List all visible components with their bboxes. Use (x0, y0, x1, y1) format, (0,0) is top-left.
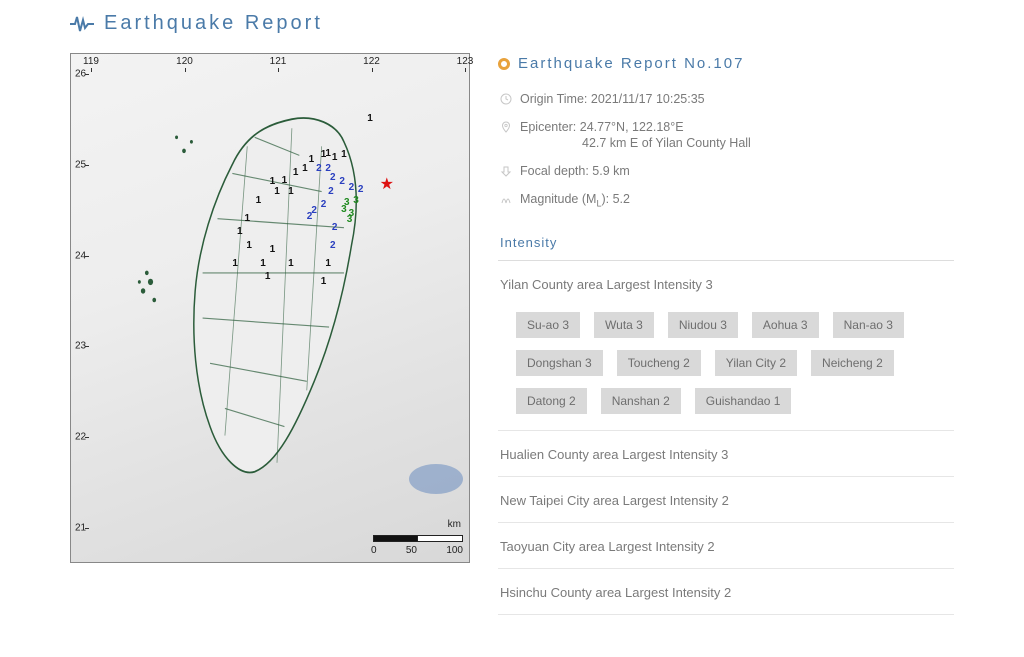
magnitude-row: Magnitude (ML): 5.2 (498, 192, 954, 209)
intensity-point: 2 (332, 223, 338, 233)
map-inner: ★333332222222222221111111111111111111111… (91, 74, 463, 526)
magnitude-text: Magnitude (ML): 5.2 (520, 192, 630, 209)
scale-label: 50 (406, 545, 417, 556)
report-title-row: Earthquake Report No.107 (498, 55, 954, 72)
lon-label: 120 (176, 56, 193, 67)
focal-depth-text: Focal depth: 5.9 km (520, 164, 630, 178)
intensity-point: 2 (330, 241, 336, 251)
cwb-logo (409, 464, 463, 494)
seismic-wave-icon (70, 14, 94, 34)
region-row[interactable]: Yilan County area Largest Intensity 3 (498, 261, 954, 306)
main-content: 119120121122123 262524232221 (70, 53, 954, 615)
epicenter-text: Epicenter: 24.77°N, 122.18°E 42.7 km E o… (520, 120, 751, 150)
scale-label: 0 (371, 545, 377, 556)
region-row[interactable]: Hsinchu County area Largest Intensity 2 (498, 569, 954, 615)
pin-icon (500, 121, 512, 133)
intensity-chip[interactable]: Guishandao 1 (695, 388, 792, 414)
report-panel: Earthquake Report No.107 Origin Time: 20… (498, 53, 954, 615)
intensity-point: 1 (332, 153, 338, 163)
region-row[interactable]: New Taipei City area Largest Intensity 2 (498, 477, 954, 523)
scale-bar: km 0 50 100 (371, 519, 463, 556)
intensity-chip[interactable]: Wuta 3 (594, 312, 654, 338)
intensity-point: 2 (349, 183, 355, 193)
intensity-point: 1 (274, 187, 280, 197)
intensity-point: 1 (302, 164, 308, 174)
intensity-point: 1 (246, 241, 252, 251)
scale-unit: km (371, 519, 463, 530)
intensity-point: 3 (347, 215, 353, 225)
report-title: Earthquake Report No.107 (518, 55, 744, 72)
map-panel: 119120121122123 262524232221 (70, 53, 470, 615)
region-row[interactable]: Hualien County area Largest Intensity 3 (498, 431, 954, 477)
intensity-chip[interactable]: Dongshan 3 (516, 350, 603, 376)
intensity-point: 1 (265, 272, 271, 282)
intensity-point: 1 (325, 149, 331, 159)
intensity-chip[interactable]: Toucheng 2 (617, 350, 701, 376)
scale-label: 100 (446, 545, 463, 556)
intensity-point: 1 (270, 177, 276, 187)
intensity-point: 1 (256, 196, 262, 206)
intensity-point: 2 (325, 164, 331, 174)
intensity-chip[interactable]: Neicheng 2 (811, 350, 894, 376)
lon-label: 121 (270, 56, 287, 67)
intensity-point: 2 (307, 212, 313, 222)
intensity-chip[interactable]: Niudou 3 (668, 312, 738, 338)
focal-depth-row: Focal depth: 5.9 km (498, 164, 954, 178)
page-title: Earthquake Report (104, 12, 323, 35)
intensity-point: 2 (321, 200, 327, 210)
intensity-point: 3 (341, 205, 347, 215)
bullet-icon (498, 58, 510, 70)
map-frame: 119120121122123 262524232221 (70, 53, 470, 563)
intensity-point: 2 (358, 185, 364, 195)
intensity-point: 1 (244, 214, 250, 224)
origin-time-text: Origin Time: 2021/11/17 10:25:35 (520, 92, 705, 106)
lon-label: 122 (363, 56, 380, 67)
intensity-point: 1 (282, 176, 288, 186)
intensity-point: 2 (330, 173, 336, 183)
lon-label: 123 (457, 56, 474, 67)
region-row[interactable]: Taoyuan City area Largest Intensity 2 (498, 523, 954, 569)
intensity-point: 2 (316, 164, 322, 174)
intensity-point: 1 (367, 114, 373, 124)
intensity-point: 1 (288, 259, 294, 269)
intensity-point: 2 (328, 187, 334, 197)
intensity-point: 1 (309, 155, 315, 165)
taiwan-outline (91, 74, 463, 526)
intensity-chip[interactable]: Datong 2 (516, 388, 587, 414)
intensity-point: 1 (325, 259, 331, 269)
depth-icon (500, 165, 512, 177)
clock-icon (500, 93, 512, 105)
intensity-point: 2 (339, 177, 345, 187)
page-header: Earthquake Report (70, 12, 954, 35)
intensity-header: Intensity (500, 235, 954, 250)
intensity-point: 1 (341, 150, 347, 160)
intensity-point: 1 (260, 259, 266, 269)
epicenter-star: ★ (380, 177, 394, 193)
intensity-chip[interactable]: Yilan City 2 (715, 350, 797, 376)
origin-time-row: Origin Time: 2021/11/17 10:25:35 (498, 92, 954, 106)
magnitude-icon (500, 193, 512, 205)
intensity-chips: Su-ao 3 Wuta 3 Niudou 3 Aohua 3 Nan-ao 3 Dong… (498, 306, 954, 431)
intensity-point: 1 (270, 245, 276, 255)
epicenter-row: Epicenter: 24.77°N, 122.18°E 42.7 km E o… (498, 120, 954, 150)
intensity-chip[interactable]: Nanshan 2 (601, 388, 681, 414)
intensity-point: 1 (237, 227, 243, 237)
intensity-point: 1 (232, 259, 238, 269)
intensity-chip[interactable]: Su-ao 3 (516, 312, 580, 338)
intensity-chip[interactable]: Nan-ao 3 (833, 312, 904, 338)
intensity-point: 3 (353, 196, 359, 206)
intensity-point: 1 (288, 187, 294, 197)
lon-label: 119 (83, 56, 99, 67)
intensity-point: 1 (293, 168, 299, 178)
intensity-point: 1 (321, 277, 327, 287)
intensity-chip[interactable]: Aohua 3 (752, 312, 819, 338)
